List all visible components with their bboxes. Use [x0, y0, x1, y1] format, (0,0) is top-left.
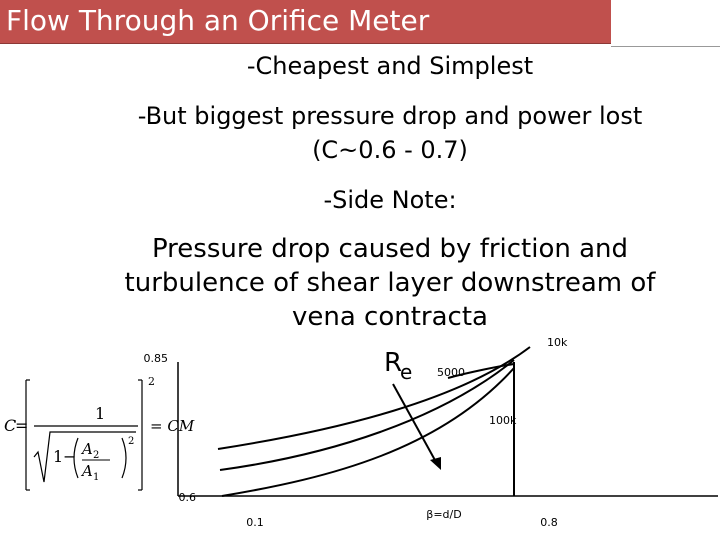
formula-a2-sub: 2 — [93, 450, 99, 461]
bullet-c-range: (C~0.6 - 0.7) — [312, 136, 468, 164]
formula-a1: A — [80, 462, 93, 480]
formula-rhs: = CM — [150, 417, 195, 435]
formula-numerator: 1 — [95, 404, 105, 423]
re-label: R — [384, 348, 402, 378]
curve-label-100k: 100k — [489, 414, 517, 427]
y-tick-top: 0.85 — [144, 352, 169, 365]
curve-middle — [219, 359, 515, 471]
title-rule — [611, 46, 720, 47]
re-arrow-shaft — [392, 383, 437, 463]
bullet-pressure-drop: -But biggest pressure drop and power los… — [137, 102, 643, 130]
svg-text:2: 2 — [128, 436, 134, 447]
side-note-line-1: Pressure drop caused by friction and — [151, 234, 629, 264]
formula-a1-sub: 1 — [93, 472, 99, 483]
x-axis-label: β=d/D — [426, 508, 461, 521]
curve-label-5000: 5000 — [437, 366, 465, 379]
side-note-line-2: turbulence of shear layer downstream of — [124, 268, 656, 298]
title-bar: Flow Through an Orifice Meter — [0, 0, 611, 44]
y-tick-bottom: 0.6 — [179, 491, 197, 504]
formula-one: 1 — [53, 447, 63, 466]
formula-minus: − — [63, 447, 76, 466]
x-tick-right: 0.8 — [540, 516, 558, 529]
orifice-formula: C = 2 1 1 − A 2 A 1 2 = CM — [4, 375, 195, 491]
formula-power: 2 — [148, 375, 155, 388]
slide-title: Flow Through an Orifice Meter — [6, 4, 430, 37]
curve-5000-segment — [447, 363, 515, 379]
svg-text:=: = — [15, 416, 28, 435]
curve-lower — [221, 367, 515, 497]
bullet-side-note: -Side Note: — [323, 186, 457, 214]
side-note-line-3: vena contracta — [292, 302, 488, 332]
formula-lhs: C — [4, 416, 16, 435]
re-arrow-head — [430, 457, 441, 470]
curve-label-10k: 10k — [547, 336, 568, 349]
bullet-cheapest: -Cheapest and Simplest — [246, 52, 534, 80]
formula-a2: A — [80, 440, 93, 458]
x-tick-left: 0.1 — [246, 516, 264, 529]
re-subscript: e — [400, 360, 412, 384]
